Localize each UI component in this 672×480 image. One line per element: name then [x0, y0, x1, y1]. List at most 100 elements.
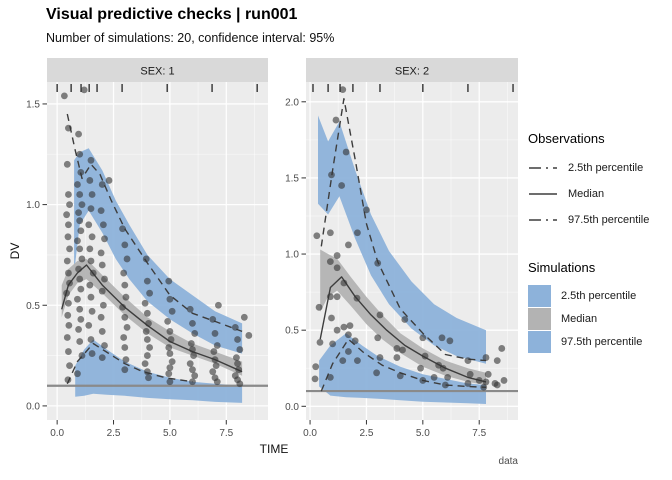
data-point — [105, 177, 113, 184]
data-point — [346, 322, 354, 330]
data-point — [76, 191, 84, 198]
data-point — [75, 130, 82, 138]
gray-swatch-icon — [528, 307, 551, 330]
data-point — [482, 378, 490, 386]
data-point — [76, 305, 84, 313]
legend-item-obs-p025: 2.5th percentile — [528, 155, 672, 181]
data-point — [119, 225, 126, 233]
data-point — [326, 258, 334, 266]
data-point — [77, 168, 85, 176]
data-point — [76, 245, 84, 253]
sim-ribbon-median — [61, 259, 243, 376]
data-point — [342, 148, 350, 156]
data-point — [339, 357, 347, 365]
data-point — [333, 293, 341, 301]
data-point — [328, 171, 335, 179]
x-tick-label: 5.0 — [163, 428, 177, 439]
data-point — [65, 221, 72, 229]
data-point — [326, 293, 334, 301]
dashed-line-key-icon — [529, 219, 557, 221]
data-point — [213, 378, 221, 386]
data-point — [74, 295, 81, 303]
data-point — [493, 357, 501, 365]
data-point — [329, 340, 337, 348]
data-point — [75, 209, 82, 217]
y-tick-label: 1.0 — [26, 200, 40, 211]
swatch — [528, 307, 551, 330]
data-point — [466, 370, 474, 378]
data-point — [333, 264, 341, 272]
data-point — [121, 366, 129, 374]
data-point — [86, 281, 94, 289]
data-point — [464, 380, 472, 387]
data-point — [87, 293, 95, 301]
data-point — [75, 265, 82, 273]
data-point — [77, 227, 85, 235]
data-point — [76, 217, 84, 225]
data-point — [399, 346, 406, 354]
data-point — [393, 354, 401, 361]
data-point — [212, 362, 220, 370]
obs-line-2.5th — [66, 342, 193, 385]
x-tick-label: 0.0 — [50, 428, 64, 439]
data-point — [120, 334, 128, 341]
sim-ribbon-97.5th — [318, 115, 486, 364]
data-point — [235, 366, 243, 374]
data-point — [376, 311, 384, 319]
data-point — [168, 358, 176, 366]
data-point — [189, 346, 196, 353]
obs-line-2.5th — [320, 338, 487, 392]
data-point — [64, 311, 72, 319]
plot-title: Visual predictive checks | run001 — [46, 6, 298, 23]
data-point — [98, 328, 106, 335]
blue-swatch-icon — [528, 284, 551, 307]
facet-strip-label: SEX: 2 — [395, 66, 429, 78]
data-point — [419, 334, 427, 342]
data-point — [142, 255, 150, 263]
data-point — [332, 116, 340, 124]
data-point — [210, 348, 218, 355]
x-tick-label: 7.5 — [472, 428, 486, 439]
data-point — [482, 354, 490, 361]
data-point — [74, 181, 81, 188]
swatch — [528, 330, 551, 353]
data-point — [76, 150, 84, 158]
data-point — [339, 86, 347, 94]
dashed-line-key-icon — [529, 167, 557, 169]
legend-item-obs-p975: 97.5th percentile — [528, 207, 672, 233]
data-point — [187, 340, 195, 347]
legend-item-label: 97.5th percentile — [561, 335, 643, 348]
data-point — [166, 378, 174, 386]
data-point — [145, 374, 152, 382]
data-point — [65, 299, 72, 307]
data-point — [189, 366, 196, 374]
data-point — [119, 303, 126, 311]
data-point — [374, 334, 382, 342]
data-point — [214, 301, 222, 309]
data-point — [97, 249, 105, 257]
data-point — [98, 287, 106, 295]
data-point — [245, 332, 253, 339]
legend-item-label: Median — [561, 312, 598, 325]
data-point — [63, 334, 71, 341]
obs-line-median — [319, 276, 487, 383]
data-point — [340, 279, 348, 287]
data-point — [316, 338, 324, 346]
data-point — [441, 381, 449, 389]
data-point — [63, 289, 71, 297]
data-point — [121, 281, 129, 289]
data-point — [191, 330, 199, 337]
data-point — [209, 315, 217, 323]
blue-swatch-icon — [528, 330, 551, 353]
data-point — [312, 363, 320, 371]
data-point — [76, 338, 84, 345]
data-point — [240, 313, 248, 321]
data-point — [401, 316, 409, 323]
data-point — [373, 369, 380, 377]
x-tick-label: 2.5 — [107, 428, 121, 439]
data-point — [345, 348, 352, 355]
legend: Observations 2.5th percentile Median 97.… — [528, 131, 672, 353]
data-point — [80, 86, 88, 94]
legend-item-sim-median: Median — [528, 307, 672, 330]
